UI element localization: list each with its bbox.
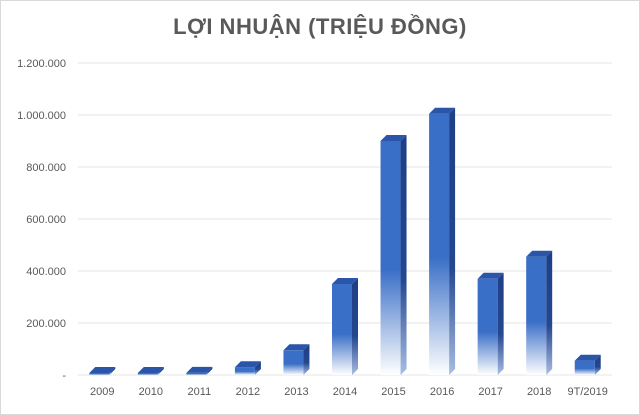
bar-side <box>449 107 456 375</box>
x-tick-label: 2010 <box>139 386 163 398</box>
y-tick-label: 1.200.000 <box>17 58 66 70</box>
x-tick-label: 2015 <box>381 386 405 398</box>
bar <box>234 361 261 375</box>
y-tick-label: 400.000 <box>26 266 66 278</box>
y-tick-label: 600.000 <box>26 214 66 226</box>
bar <box>89 367 116 375</box>
bar <box>526 250 553 375</box>
x-tick-label: 2014 <box>333 386 357 398</box>
bar-side <box>254 361 261 375</box>
bar-side <box>352 278 358 375</box>
bar-top <box>477 272 504 279</box>
y-tick-label: 1.000.000 <box>17 110 66 122</box>
bar <box>137 367 164 375</box>
bar-front <box>526 256 547 375</box>
bar-top <box>574 354 601 361</box>
bar-top <box>89 367 116 373</box>
bar-side <box>546 250 553 375</box>
bar <box>283 344 310 375</box>
bar-front <box>186 372 207 375</box>
bar-side <box>400 135 407 375</box>
bar-front <box>89 373 110 375</box>
bar-top <box>332 278 358 284</box>
x-tick-label: 2016 <box>430 386 454 398</box>
x-tick-label: 9T/2019 <box>568 386 608 398</box>
bar-top <box>234 361 261 368</box>
x-tick-label: 2017 <box>478 386 502 398</box>
bar <box>429 107 456 375</box>
bar-front <box>477 278 498 375</box>
x-tick-label: 2009 <box>90 386 114 398</box>
bar-side <box>157 367 164 375</box>
x-tick-label: 2012 <box>236 386 260 398</box>
x-tick-label: 2018 <box>527 386 551 398</box>
bar <box>380 135 407 375</box>
bar-side <box>206 366 213 375</box>
chart-title: LỢI NHUẬN (TRIỆU ĐỒNG) <box>173 14 467 39</box>
bar <box>186 366 213 375</box>
bar-front <box>234 367 255 375</box>
x-tick-label: 2013 <box>284 386 308 398</box>
bar-side <box>594 354 601 375</box>
bar-front <box>332 284 352 375</box>
bar-front <box>137 373 158 375</box>
bar-side <box>497 272 504 375</box>
bar-top <box>380 135 407 141</box>
y-tick-label: 800.000 <box>26 162 66 174</box>
y-tick-label: - <box>62 370 66 382</box>
bar-side <box>303 344 310 375</box>
bar-top <box>137 367 164 373</box>
bar-side <box>109 367 116 375</box>
y-tick-label: 200.000 <box>26 318 66 330</box>
bar-front <box>429 113 450 375</box>
bar-top <box>526 250 553 257</box>
bar-top <box>429 107 456 114</box>
bar-top <box>283 344 310 351</box>
bar-front <box>380 141 401 375</box>
bar <box>332 278 358 375</box>
bar-front <box>283 350 304 375</box>
bar-top <box>186 366 213 373</box>
bar-front <box>574 360 595 375</box>
bar <box>477 272 504 375</box>
x-tick-label: 2011 <box>188 386 212 398</box>
bar <box>574 354 601 375</box>
